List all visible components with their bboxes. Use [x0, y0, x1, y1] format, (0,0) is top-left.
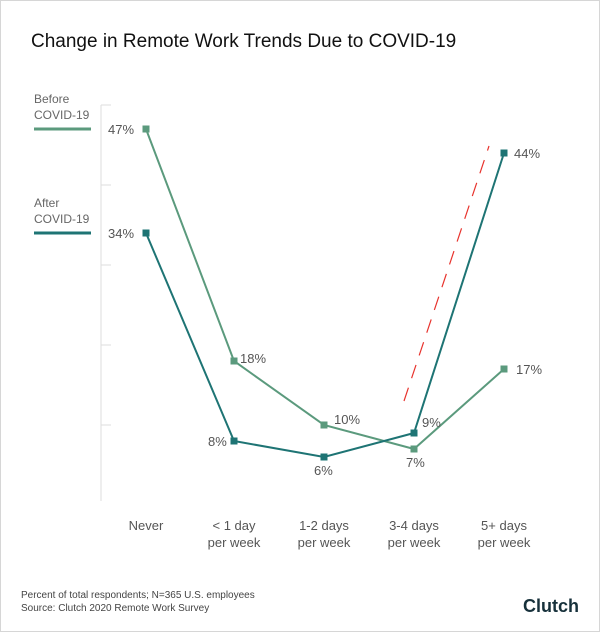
data-point [500, 149, 508, 157]
data-label: 7% [406, 455, 425, 470]
data-label: 34% [108, 226, 134, 241]
x-tick-label: per week [388, 535, 441, 550]
data-point [142, 229, 150, 237]
legend-label: After [34, 196, 60, 210]
x-tick-label: 1-2 days [299, 518, 349, 533]
legend-label: Before [34, 92, 70, 106]
data-point [230, 437, 238, 445]
chart-title: Change in Remote Work Trends Due to COVI… [31, 31, 457, 52]
x-tick-label: per week [298, 535, 351, 550]
legend-before: Before COVID-19 [34, 91, 89, 123]
data-point [142, 125, 150, 133]
data-label: 10% [334, 412, 360, 427]
data-label: 47% [108, 122, 134, 137]
data-label: 18% [240, 351, 266, 366]
x-tick-label: Never [129, 518, 164, 533]
footnote: Percent of total respondents; N=365 U.S.… [21, 589, 255, 615]
series-line [145, 128, 505, 451]
footnote-line: Percent of total respondents; N=365 U.S.… [21, 590, 255, 601]
data-point [410, 429, 418, 437]
source-line: Source: Clutch 2020 Remote Work Survey [21, 603, 210, 614]
data-label: 17% [516, 362, 542, 377]
data-label: 8% [208, 434, 227, 449]
data-point [320, 453, 328, 461]
x-tick-label: < 1 day [212, 518, 256, 533]
data-point [230, 357, 238, 365]
series-line [145, 152, 505, 459]
x-tick-label: per week [478, 535, 531, 550]
clutch-logo: Clutch [523, 596, 579, 616]
legend-label: COVID-19 [34, 212, 90, 226]
trend-dashed-line [403, 145, 490, 402]
data-label: 9% [422, 415, 441, 430]
data-point [320, 421, 328, 429]
legend-label: COVID-19 [34, 108, 90, 122]
data-label: 6% [314, 463, 333, 478]
data-label: 44% [514, 146, 540, 161]
legend-after: After COVID-19 [34, 195, 89, 227]
x-tick-label: 3-4 days [389, 518, 439, 533]
plot-area: 47% 18% 10% 7% 17% 34% 8% 6% 9% 44% Never < 1 day pe… [34, 104, 542, 550]
data-point [410, 445, 418, 453]
x-tick-label: per week [208, 535, 261, 550]
x-tick-label: 5+ days [481, 518, 527, 533]
data-point [500, 365, 508, 373]
